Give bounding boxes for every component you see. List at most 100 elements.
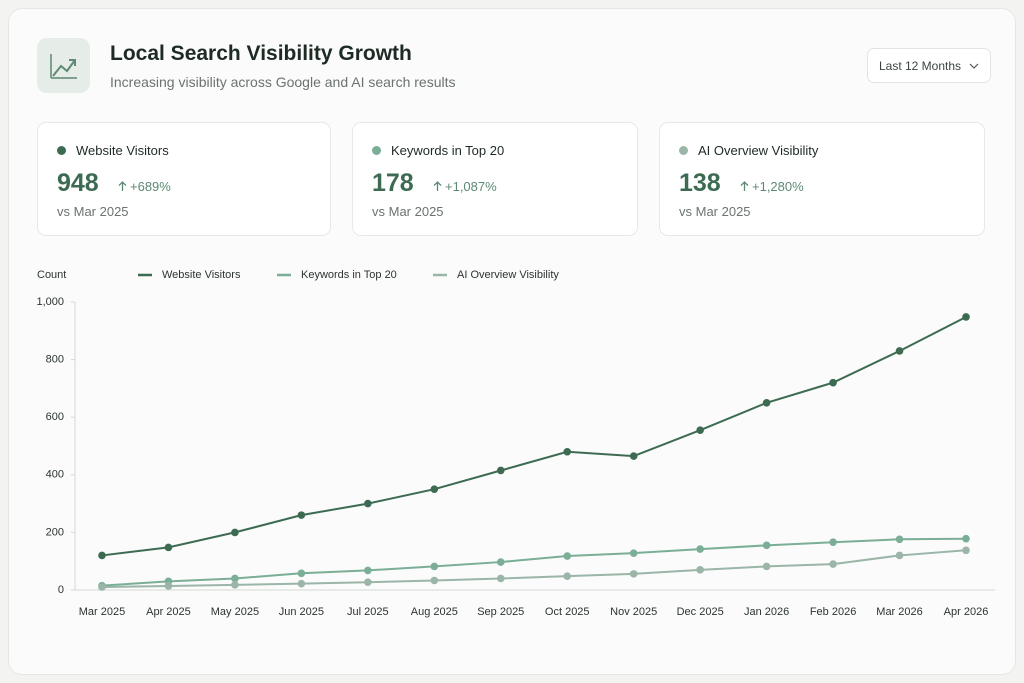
y-tick-label: 400: [46, 469, 64, 481]
x-tick-label: Apr 2025: [146, 606, 191, 618]
point: [829, 538, 837, 546]
kpi-value: 948: [57, 169, 99, 197]
point: [563, 572, 572, 580]
icon: [37, 38, 90, 93]
point: [895, 551, 904, 560]
y-tick-label: 200: [46, 526, 64, 538]
x-tick-label: Jul 2025: [347, 606, 389, 618]
x-tick-label: Feb 2026: [810, 606, 856, 618]
kpi-comparison: vs Mar 2025: [57, 204, 129, 219]
point: [496, 558, 505, 566]
point: [829, 560, 837, 568]
card: [8, 8, 1016, 675]
kpi-comparison: vs Mar 2025: [679, 204, 751, 219]
x-tick-label: Nov 2025: [610, 606, 657, 618]
point: [496, 574, 505, 583]
point: [430, 485, 439, 493]
x-tick-label: May 2025: [211, 606, 259, 618]
legend-label: AI Overview Visibility: [457, 269, 559, 281]
up-arrow: [433, 181, 442, 191]
chevron: [969, 63, 979, 69]
point: [297, 511, 306, 519]
point: [364, 578, 372, 587]
point: [98, 551, 106, 560]
y-tick-label: 800: [46, 354, 64, 366]
kpi-label: AI Overview Visibility: [698, 143, 819, 158]
point: [430, 562, 439, 571]
point: [962, 546, 970, 555]
point: [629, 570, 638, 578]
point: [496, 466, 505, 475]
point: [829, 378, 837, 387]
point: [629, 452, 638, 460]
point: [895, 347, 904, 355]
point: [696, 566, 704, 574]
y-tick-label: 600: [46, 411, 64, 423]
kpi-value: 178: [372, 169, 414, 197]
point: [696, 426, 704, 434]
point: [762, 541, 771, 550]
y-axis-label: Count: [37, 269, 66, 281]
kpi-comparison: vs Mar 2025: [372, 204, 444, 219]
trend-icon: [50, 54, 77, 79]
x-tick-label: Mar 2026: [876, 606, 922, 618]
point: [297, 569, 306, 578]
point: [962, 313, 970, 321]
subtitle: Increasing visibility across Google and …: [110, 74, 456, 90]
kpi-card: Keywords in Top 20 178 +1,087% vs Mar 20…: [352, 122, 638, 236]
point: [231, 581, 239, 589]
point: [563, 447, 572, 456]
kpi-card: AI Overview Visibility 138 +1,280% vs Ma…: [659, 122, 985, 236]
chart: Count 0 200 400 600 800 1,000 Mar 2025 Apr 2025…: [36, 269, 995, 618]
point: [231, 574, 239, 583]
kpi-change-text: +689%: [130, 179, 171, 194]
series-line: [101, 537, 967, 587]
kpi-value: 138: [679, 169, 721, 197]
point: [563, 552, 572, 560]
x-tick-label: Mar 2025: [79, 606, 125, 618]
up-arrow: [118, 181, 127, 191]
legend-label: Website Visitors: [162, 269, 241, 281]
kpi-change: +689%: [118, 179, 171, 194]
point: [231, 528, 239, 537]
kpi-dot: [372, 146, 381, 155]
kpi-dot: [679, 146, 688, 155]
point: [164, 582, 173, 590]
point: [762, 399, 771, 407]
range-dropdown[interactable]: Last 12 Months: [867, 48, 991, 83]
x-tick-label: Dec 2025: [677, 606, 724, 618]
point: [297, 579, 306, 588]
point: [164, 543, 173, 552]
point: [98, 583, 106, 591]
point: [762, 562, 771, 571]
range-label: Last 12 Months: [878, 58, 962, 73]
point: [629, 549, 638, 557]
kpi-change: +1,280%: [740, 179, 804, 194]
x-tick-label: Aug 2025: [411, 606, 458, 618]
y-tick-label: 1,000: [36, 296, 64, 308]
x-tick-label: Oct 2025: [545, 606, 590, 618]
x-tick-label: Sep 2025: [477, 606, 524, 618]
x-tick-label: Apr 2026: [944, 606, 989, 618]
y-tick-label: 0: [58, 584, 64, 596]
x-tick-label: Jun 2025: [279, 606, 324, 618]
point: [895, 535, 904, 544]
title: Local Search Visibility Growth: [110, 42, 412, 65]
legend-label: Keywords in Top 20: [301, 269, 397, 281]
point: [364, 499, 372, 508]
kpi-change: +1,087%: [433, 179, 497, 194]
kpi-dot: [57, 146, 66, 155]
kpi-label: Keywords in Top 20: [391, 143, 505, 158]
series-line: [101, 316, 967, 557]
up-arrow: [740, 181, 749, 191]
point: [696, 545, 704, 553]
kpi-change-text: +1,280%: [752, 179, 804, 194]
x-tick-label: Jan 2026: [744, 606, 789, 618]
series-line: [101, 549, 967, 589]
kpi-change-text: +1,087%: [445, 179, 497, 194]
point: [364, 566, 372, 575]
kpi-card: Website Visitors 948 +689% vs Mar 2025: [37, 122, 331, 236]
kpi-label: Website Visitors: [76, 143, 169, 158]
point: [430, 576, 439, 585]
